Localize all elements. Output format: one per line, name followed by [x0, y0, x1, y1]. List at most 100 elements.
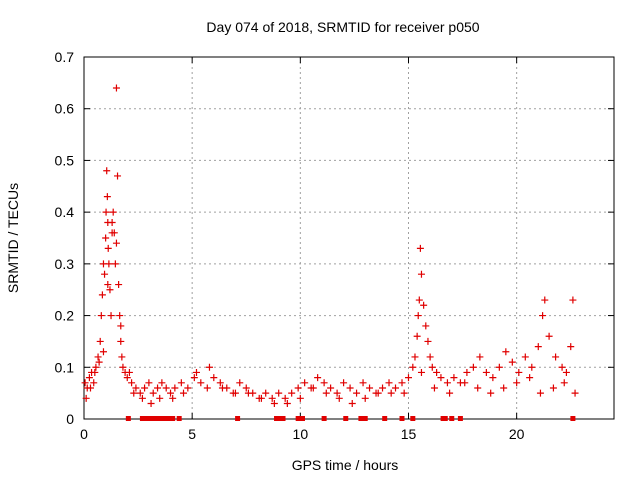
data-point: [526, 374, 534, 382]
data-point: [562, 368, 570, 376]
data-point: [385, 379, 393, 387]
data-point: [366, 384, 374, 392]
zero-value-marker: [321, 416, 327, 421]
data-point: [104, 244, 112, 252]
data-point: [392, 384, 400, 392]
data-point: [417, 270, 425, 278]
y-tick-label: 0.7: [55, 49, 75, 65]
zero-value-marker: [362, 416, 368, 421]
data-point: [569, 296, 577, 304]
zero-value-marker: [157, 416, 163, 421]
data-point: [104, 281, 112, 289]
data-point: [281, 394, 289, 402]
data-point: [101, 270, 109, 278]
data-point: [469, 363, 477, 371]
data-point: [400, 389, 408, 397]
data-point: [283, 399, 291, 407]
data-point: [433, 368, 441, 376]
data-point: [361, 394, 369, 402]
data-point: [296, 394, 304, 402]
y-axis-label: SRMTID / TECUs: [5, 183, 21, 293]
data-points: [81, 84, 579, 421]
data-point: [346, 384, 354, 392]
data-point: [105, 260, 113, 268]
data-point: [426, 353, 434, 361]
y-tick-label: 0.2: [55, 308, 75, 324]
data-point: [149, 389, 157, 397]
data-point: [414, 312, 422, 320]
zero-value-marker: [152, 416, 158, 421]
chart-title: Day 074 of 2018, SRMTID for receiver p05…: [206, 19, 479, 35]
data-point: [340, 379, 348, 387]
data-point: [428, 363, 436, 371]
data-point: [102, 234, 110, 242]
data-point: [374, 389, 382, 397]
data-point: [167, 389, 175, 397]
data-point: [270, 399, 278, 407]
x-tick-label: 0: [80, 426, 88, 442]
y-tick-label: 0.3: [55, 256, 75, 272]
data-point: [97, 312, 105, 320]
axis-ticks: 0 0.1 0.2 0.3 0.4 0.5 0.6 0.7 0 5 10 15 20: [55, 49, 614, 442]
data-point: [482, 368, 490, 376]
data-point: [571, 389, 579, 397]
data-point: [112, 239, 120, 247]
data-point: [541, 296, 549, 304]
data-point: [108, 229, 116, 237]
data-point: [508, 358, 516, 366]
data-point: [184, 384, 192, 392]
data-point: [85, 374, 93, 382]
data-point: [379, 384, 387, 392]
data-point: [123, 374, 131, 382]
data-point: [210, 374, 218, 382]
data-point: [171, 384, 179, 392]
data-point: [411, 353, 419, 361]
data-point: [147, 399, 155, 407]
data-point: [236, 379, 244, 387]
zero-value-marker: [410, 416, 416, 421]
data-point: [348, 399, 356, 407]
data-point: [463, 368, 471, 376]
y-tick-label: 0.4: [55, 204, 75, 220]
data-point: [536, 389, 544, 397]
data-point: [203, 384, 211, 392]
data-point: [125, 368, 133, 376]
zero-value-marker: [276, 416, 282, 421]
data-point: [180, 389, 188, 397]
data-point: [96, 337, 104, 345]
zero-value-marker: [449, 416, 455, 421]
data-point: [81, 379, 89, 387]
data-point: [327, 384, 335, 392]
data-point: [108, 218, 116, 226]
data-point: [409, 363, 417, 371]
data-point: [404, 374, 412, 382]
data-point: [487, 389, 495, 397]
y-tick-label: 0: [66, 411, 74, 427]
data-point: [417, 368, 425, 376]
data-point: [500, 384, 508, 392]
data-point: [560, 379, 568, 387]
zero-value-marker: [161, 416, 167, 421]
data-point: [82, 394, 90, 402]
y-tick-label: 0.1: [55, 359, 75, 375]
data-point: [322, 389, 330, 397]
data-point: [413, 332, 421, 340]
zero-value-marker: [299, 416, 305, 421]
data-point: [111, 260, 119, 268]
data-point: [416, 244, 424, 252]
data-point: [415, 296, 423, 304]
data-point: [156, 394, 164, 402]
data-point: [353, 389, 361, 397]
data-point: [103, 167, 111, 175]
data-point: [539, 312, 547, 320]
data-point: [422, 322, 430, 330]
data-point: [197, 379, 205, 387]
data-point: [558, 363, 566, 371]
data-point: [117, 322, 125, 330]
zero-value-marker: [165, 416, 171, 421]
data-point: [103, 193, 111, 201]
x-tick-label: 15: [401, 426, 417, 442]
data-point: [216, 379, 224, 387]
data-point: [116, 312, 124, 320]
data-point: [437, 374, 445, 382]
